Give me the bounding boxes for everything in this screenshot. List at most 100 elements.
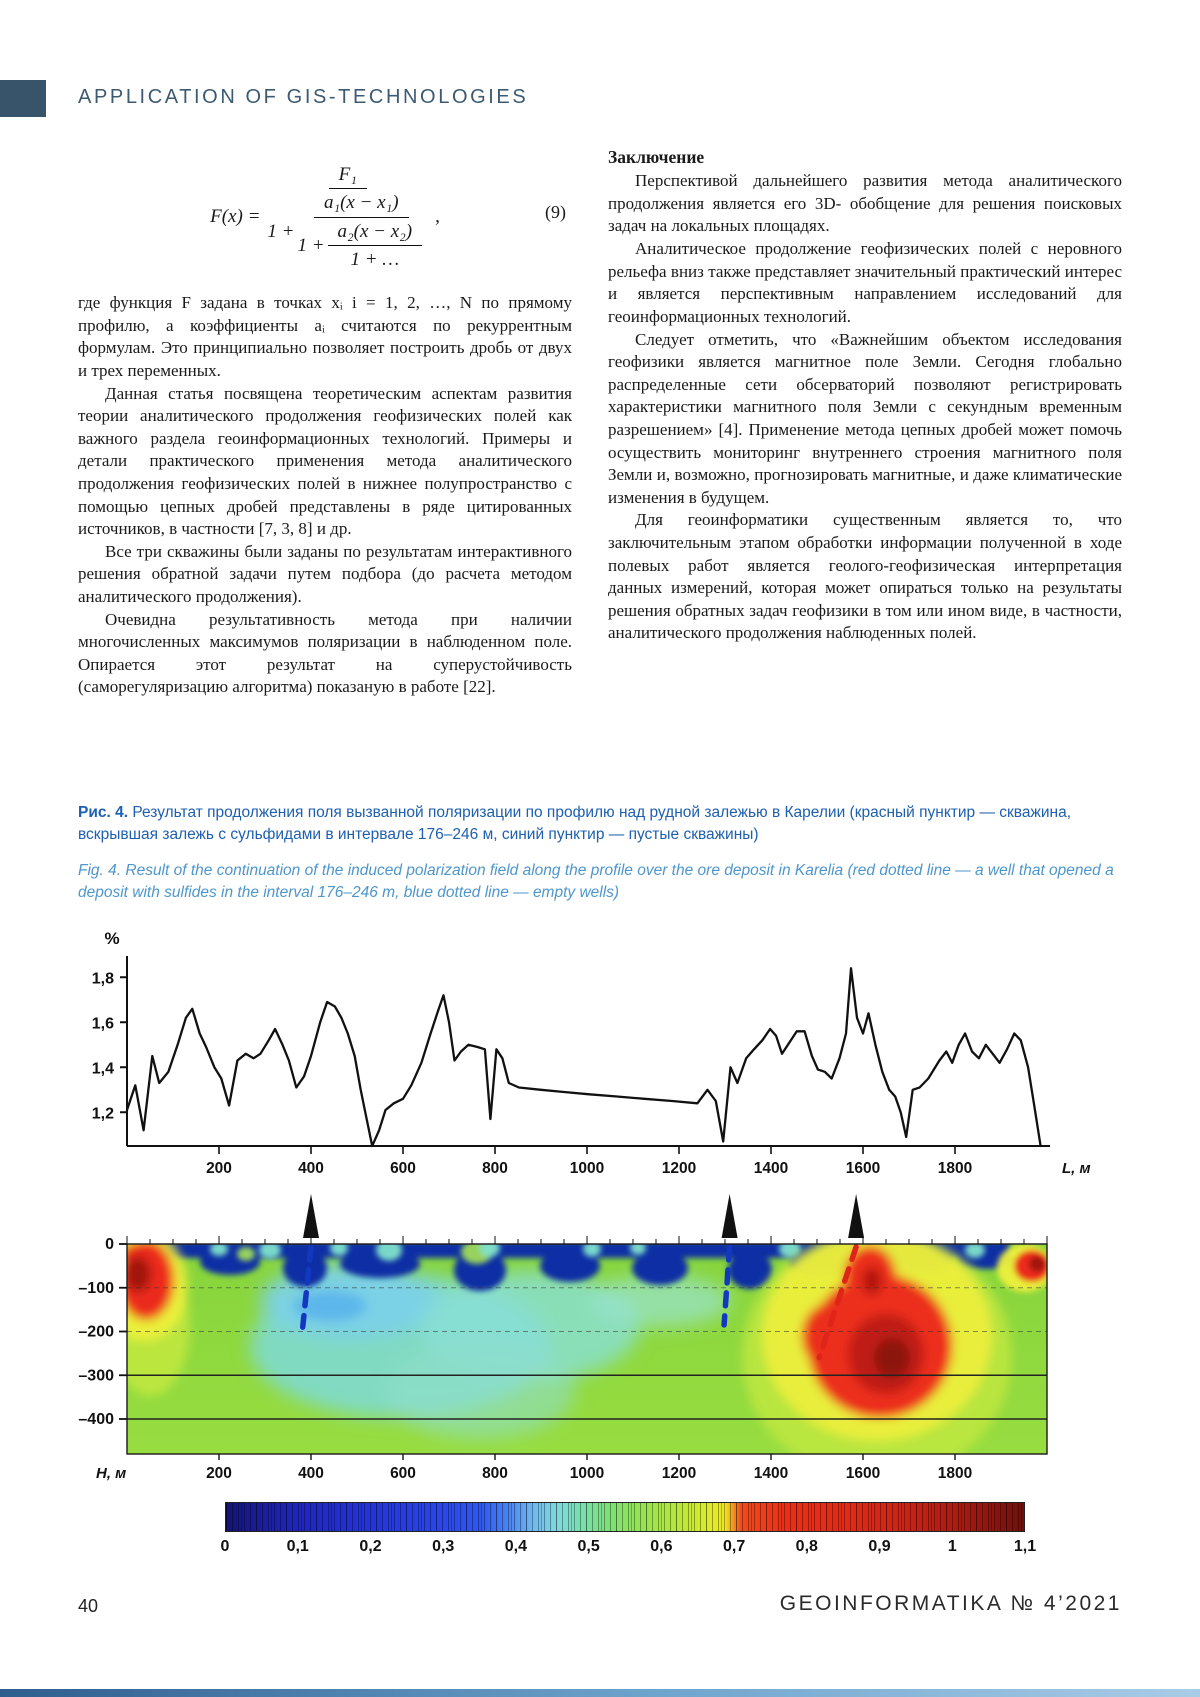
fraction-numerator: a₁(x − x₁)	[314, 190, 409, 218]
colorbar-tick: 1,1	[1013, 1538, 1037, 1555]
svg-text:400: 400	[298, 1465, 324, 1482]
figure-caption-en: Fig. 4. Result of the continuation of th…	[78, 862, 1114, 902]
svg-text:1400: 1400	[754, 1160, 788, 1177]
svg-text:1,6: 1,6	[92, 1015, 114, 1032]
svg-text:1,8: 1,8	[92, 970, 114, 987]
page-number: 40	[78, 1596, 99, 1616]
fraction-denominator: 1 + a₁(x − x₁) 1 + a₂(x − x₂) 1 + …	[267, 189, 428, 272]
svg-text:800: 800	[482, 1465, 508, 1482]
equation-number: (9)	[545, 202, 566, 223]
well-arrow-icon	[721, 1194, 738, 1238]
colorbar-tick: 0,9	[868, 1538, 891, 1555]
figure-caption-text: Результат продолжения поля вызванной пол…	[78, 804, 1072, 844]
svg-text:1,4: 1,4	[92, 1060, 114, 1077]
colorbar-tick: 0,1	[286, 1538, 309, 1555]
svg-text:0: 0	[105, 1236, 114, 1253]
figure-caption-label: Рис. 4.	[78, 804, 129, 821]
colorbar-tick: 0,4	[504, 1538, 528, 1555]
colorbar-tick: 0,7	[722, 1538, 746, 1555]
plus-term: 1 +	[267, 220, 295, 242]
svg-text:800: 800	[482, 1160, 508, 1177]
heatmap-axes: 0 –100 –200 –300 –400 200 400 600 800 1000 1200 140…	[78, 1236, 1048, 1482]
colorbar-tick: 0,6	[650, 1538, 673, 1555]
well-dotted-line	[299, 1244, 314, 1330]
colorbar-tick: 0,5	[577, 1538, 600, 1555]
equation-lhs: F(x) =	[210, 206, 261, 228]
svg-text:200: 200	[206, 1465, 232, 1482]
paragraph: Очевидна результативность метода при нал…	[78, 609, 572, 697]
svg-text:1000: 1000	[570, 1465, 604, 1482]
colorbar-tick: 1	[947, 1538, 957, 1555]
colorbar-tick: 0	[220, 1538, 230, 1555]
svg-text:H, м: H, м	[96, 1465, 126, 1482]
red-anomaly-left	[127, 1244, 190, 1396]
body-columns: F(x) = F₁ 1 + a₁(x − x₁) 1 + a₂(x − x₂) …	[78, 146, 1122, 699]
fraction-level1: a₁(x − x₁) 1 + a₂(x − x₂) 1 + …	[297, 190, 425, 272]
well-markers	[299, 1244, 859, 1361]
red-anomaly-ore-body	[742, 1244, 1012, 1454]
well-arrow-icon	[848, 1194, 865, 1238]
heatmap-grid-lines	[127, 1287, 1047, 1420]
paragraph: Данная статья посвящена теоретическим ас…	[78, 383, 572, 539]
svg-text:1600: 1600	[846, 1160, 880, 1177]
fraction-denominator: 1 + …	[350, 248, 400, 270]
red-anomaly-right-edge	[997, 1244, 1047, 1292]
svg-text:400: 400	[298, 1160, 324, 1177]
colorbar-tick: 0,2	[359, 1538, 382, 1555]
fraction-numerator: F₁	[328, 162, 367, 190]
well-dotted-line	[816, 1244, 859, 1361]
svg-text:1000: 1000	[570, 1160, 604, 1177]
paragraph: Следует отметить, что «Важнейшим объекто…	[608, 329, 1122, 507]
svg-text:600: 600	[390, 1465, 416, 1482]
bottom-accent-bar	[0, 1689, 1200, 1697]
line-chart-axes	[120, 956, 1050, 1154]
well-arrow-icon	[303, 1194, 319, 1238]
fraction-numerator: a₂(x − x₂)	[327, 219, 423, 246]
left-column: F(x) = F₁ 1 + a₁(x − x₁) 1 + a₂(x − x₂) …	[78, 146, 572, 699]
colorbar-tick: 0,8	[795, 1538, 818, 1555]
figure-caption-ru: Рис. 4. Результат продолжения поля вызва…	[78, 802, 1124, 847]
fraction-denominator: 1 + a₂(x − x₂) 1 + …	[297, 218, 425, 273]
paragraph: Для геоинформатики существенным является…	[608, 510, 1122, 643]
fraction-level2: a₂(x − x₂) 1 + …	[327, 219, 423, 273]
paragraph: Аналитическое продолжение геофизических …	[608, 239, 1122, 326]
plus-term: 1 +	[297, 234, 325, 256]
well-dotted-line	[721, 1244, 733, 1328]
colorbar: 0 0,1 0,2 0,3 0,4 0,5 0,6 0,7 0,8 0,9 1 1,1	[221, 1502, 1037, 1560]
svg-text:–300: –300	[78, 1367, 114, 1384]
journal-name: GEOINFORMATIKA № 4’2021	[779, 1592, 1122, 1615]
svg-text:1800: 1800	[938, 1160, 972, 1177]
section-heading: Заключение	[608, 147, 705, 167]
running-head: APPLICATION OF GIS-TECHNOLOGIES	[78, 86, 529, 108]
left-column-text: где функция F задана в точках xᵢ i = 1, …	[78, 292, 572, 699]
equation-9: F(x) = F₁ 1 + a₁(x − x₁) 1 + a₂(x − x₂) …	[78, 146, 572, 292]
line-chart-curve	[125, 967, 1042, 1148]
svg-text:–400: –400	[78, 1411, 114, 1428]
line-chart-polarization-profile: 1,8 1,6 1,4 1,2 200 400 600 800 1000 1200 1400 1600…	[92, 929, 1091, 1177]
svg-text:L, м: L, м	[1062, 1160, 1091, 1177]
heatmap-depth-section: 0 –100 –200 –300 –400 200 400 600 800 1000 1200 140…	[78, 1194, 1048, 1482]
header-accent-block	[0, 80, 46, 117]
svg-text:1400: 1400	[754, 1465, 788, 1482]
surface-bumps	[210, 1244, 985, 1264]
svg-text:1200: 1200	[662, 1465, 696, 1482]
svg-text:1,2: 1,2	[92, 1105, 114, 1122]
colorbar-tick-labels: 0 0,1 0,2 0,3 0,4 0,5 0,6 0,7 0,8 0,9 1 1,1	[221, 1538, 1037, 1560]
svg-text:–200: –200	[78, 1324, 114, 1341]
svg-text:1600: 1600	[846, 1465, 880, 1482]
svg-text:1800: 1800	[938, 1465, 972, 1482]
svg-text:200: 200	[206, 1160, 232, 1177]
right-column-text: Перспективой дальнейшего развития метода…	[608, 170, 1122, 645]
svg-text:–100: –100	[78, 1280, 114, 1297]
right-column: Заключение Перспективой дальнейшего разв…	[608, 146, 1122, 699]
heatmap-field	[127, 1244, 1047, 1454]
fraction-level0: F₁ 1 + a₁(x − x₁) 1 + a₂(x − x₂) 1 + …	[267, 162, 428, 272]
colorbar-gradient	[225, 1502, 1025, 1532]
blue-anomaly	[294, 1291, 366, 1321]
well-arrows	[303, 1194, 865, 1238]
paragraph: Перспективой дальнейшего развития метода…	[608, 171, 1122, 236]
svg-text:%: %	[104, 929, 119, 948]
paragraph: где функция F задана в точках xᵢ i = 1, …	[78, 293, 572, 380]
svg-text:600: 600	[390, 1160, 416, 1177]
